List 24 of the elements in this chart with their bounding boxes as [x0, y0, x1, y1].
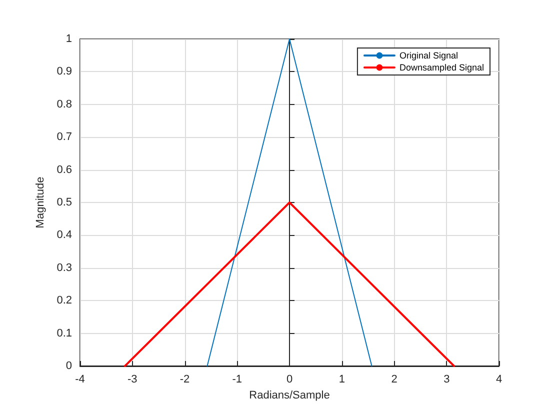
- x-tick-label: 1: [338, 374, 345, 386]
- x-tick-label: 0: [286, 374, 293, 386]
- y-tick-label: 0.2: [56, 294, 72, 307]
- x-tick-label: -3: [127, 374, 138, 386]
- y-tick-label: 0.4: [56, 229, 72, 242]
- y-tick-label: 0.3: [56, 262, 72, 274]
- y-tick-label: 0.9: [56, 66, 72, 78]
- y-tick-label: 1: [66, 33, 72, 45]
- legend-label: Downsampled Signal: [399, 62, 484, 72]
- y-tick-label: 0.5: [56, 196, 72, 208]
- x-axis-title: Radians/Sample: [249, 389, 330, 402]
- y-tick-label: 0.7: [56, 131, 72, 144]
- x-tick-label: -4: [75, 374, 85, 386]
- y-tick-label: 0.8: [56, 98, 72, 110]
- y-tick-label: 0: [66, 360, 72, 372]
- legend-label: Original Signal: [399, 50, 458, 60]
- x-tick-label: 2: [391, 374, 398, 386]
- y-axis-title: Magnitude: [34, 176, 46, 228]
- x-tick-label: -1: [232, 374, 242, 386]
- y-tick-label: 0.1: [56, 327, 72, 340]
- x-tick-label: -2: [180, 374, 190, 386]
- x-tick-label: 3: [444, 374, 450, 386]
- x-tick-label: 4: [496, 374, 502, 386]
- y-tick-label: 0.6: [56, 164, 72, 176]
